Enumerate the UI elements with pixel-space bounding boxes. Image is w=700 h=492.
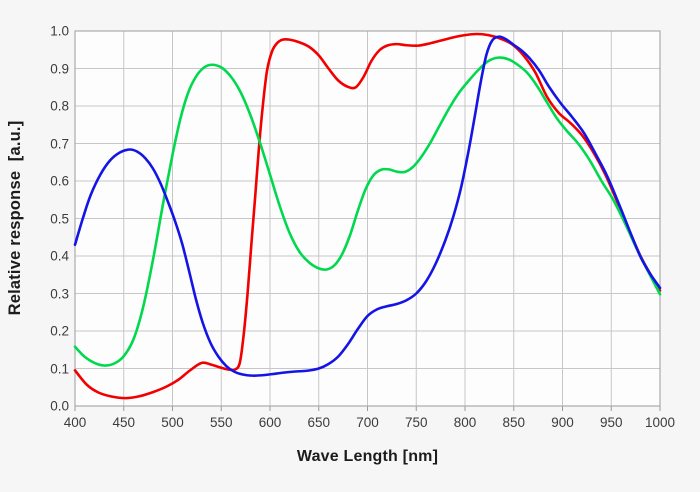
x-tick-label-950: 950 <box>599 415 623 430</box>
y-tick-label-0.2: 0.2 <box>50 323 69 339</box>
plot-border <box>74 30 661 407</box>
x-tick-label-450: 450 <box>112 415 136 430</box>
y-tick-label-1.0: 1.0 <box>50 23 69 39</box>
y-tick-label-0.8: 0.8 <box>50 98 69 114</box>
x-tick-label-900: 900 <box>551 415 574 430</box>
x-tick-label-800: 800 <box>453 415 477 430</box>
x-tick-label-850: 850 <box>502 415 526 430</box>
series-curve-green-channel <box>73 56 662 367</box>
x-tick-label-400: 400 <box>63 415 87 430</box>
y-tick-label-0.1: 0.1 <box>50 360 69 376</box>
x-tick-label-700: 700 <box>356 415 379 430</box>
y-tick-label-0.0: 0.0 <box>50 398 69 414</box>
x-tick-label-1000: 1000 <box>644 415 676 430</box>
y-tick-label-0.6: 0.6 <box>50 173 69 189</box>
y-tick-label-0.9: 0.9 <box>50 60 69 76</box>
x-tick-label-750: 750 <box>404 415 428 430</box>
x-tick-label-600: 600 <box>258 415 282 430</box>
y-tick-label-0.7: 0.7 <box>50 135 69 151</box>
y-tick-label-0.4: 0.4 <box>50 248 69 264</box>
y-tick-label-0.5: 0.5 <box>50 210 69 226</box>
y-tick-label-0.3: 0.3 <box>50 285 69 301</box>
x-tick-label-650: 650 <box>307 415 331 430</box>
x-tick-label-500: 500 <box>161 415 184 430</box>
series-curve-red-channel <box>73 32 662 400</box>
x-tick-label-550: 550 <box>209 415 233 430</box>
series-curve-blue-channel <box>73 35 662 377</box>
x-axis-title: Wave Length [nm] <box>296 448 439 465</box>
